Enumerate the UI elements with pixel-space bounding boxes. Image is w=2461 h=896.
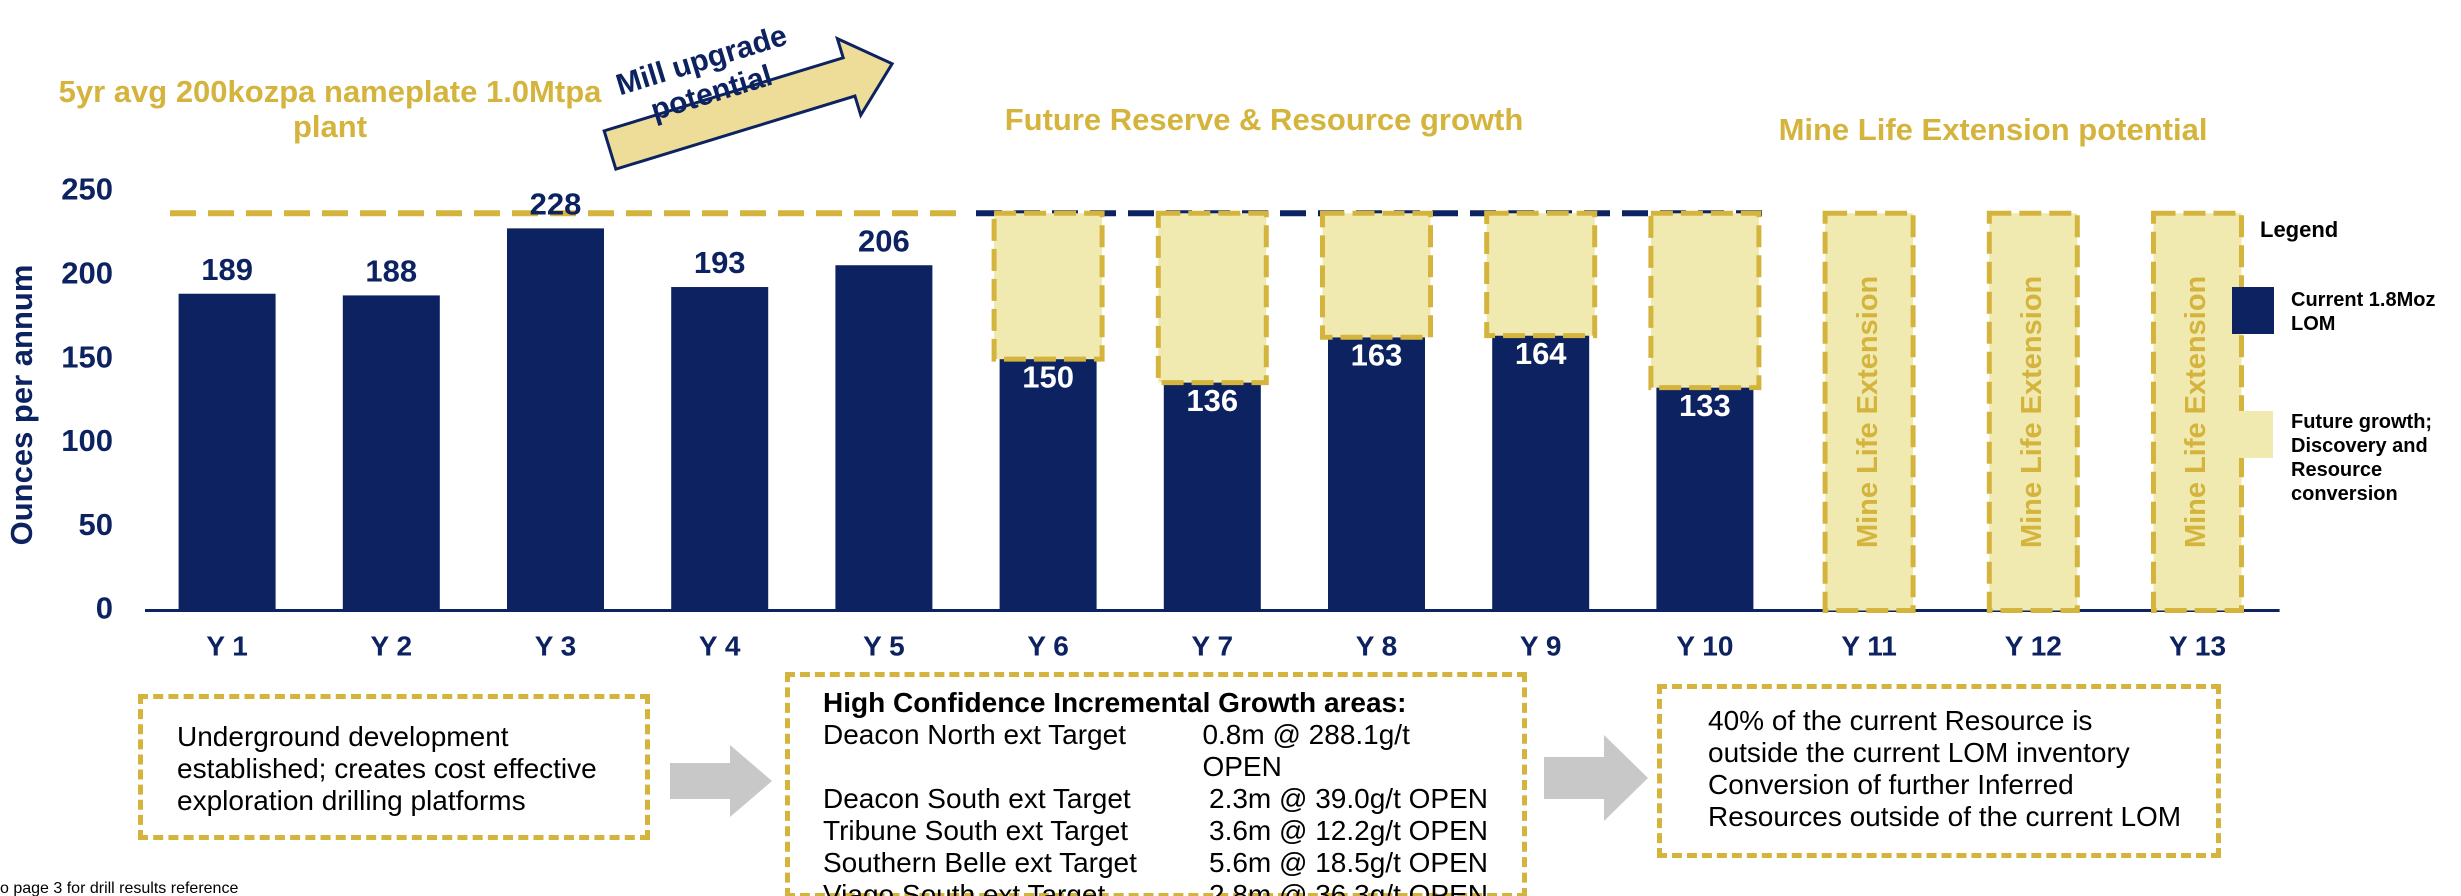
- bar: [671, 287, 769, 611]
- mine-life-annotation: Mine Life Extension potential: [1779, 112, 2208, 147]
- target-result: 0.8m @ 288.1g/t OPEN: [1202, 719, 1410, 782]
- target-name: Southern Belle ext Target: [823, 847, 1137, 878]
- x-tick-label: Y 6: [1027, 630, 1069, 661]
- x-tick-label: Y 12: [2005, 630, 2062, 661]
- target-result: 2.3m @ 39.0g/t OPEN: [1209, 783, 1488, 814]
- future-annotation: Future Reserve & Resource growth: [1005, 102, 1524, 137]
- growth-bar: [1648, 210, 1762, 391]
- bar: [835, 265, 933, 611]
- panel-line: Resources outside of the current LOM: [1708, 801, 2182, 832]
- data-label: 228: [530, 187, 582, 222]
- data-label: 188: [365, 254, 417, 289]
- legend-current: Current 1.8Moz LOM: [2291, 289, 2436, 335]
- bar: [1163, 382, 1261, 611]
- target-name: Deacon North ext Target: [823, 719, 1126, 750]
- middle-title: High Confidence Incremental Growth areas…: [823, 687, 1407, 718]
- target-result: 3.6m @ 12.2g/t OPEN: [1209, 815, 1488, 846]
- growth-bar: [1320, 210, 1433, 340]
- extension-label: Mine Life Extension: [2180, 276, 2212, 548]
- data-label: 193: [694, 245, 746, 280]
- bar: [507, 228, 604, 611]
- y-tick-label: 250: [61, 172, 113, 207]
- panel-line: outside the current LOM inventory: [1708, 737, 2130, 768]
- target-row: Deacon South ext Target 2.3m @ 39.0g/t OP…: [823, 783, 1492, 815]
- legend-future: Future growth; Discovery and Resource co…: [2291, 411, 2433, 505]
- arrow: [1544, 735, 1648, 821]
- x-tick-label: Y 2: [371, 630, 413, 661]
- data-label: 163: [1351, 337, 1403, 372]
- bar: [1656, 387, 1754, 611]
- growth-bar: [991, 210, 1105, 362]
- bar: [1492, 335, 1590, 611]
- y-tick-label: 100: [61, 423, 113, 458]
- growth-bar: [1484, 210, 1598, 339]
- panel-line: 40% of the current Resource is: [1708, 705, 2093, 736]
- target-row: Deacon North ext Target 0.8m @ 288.1g/t O…: [823, 719, 1492, 783]
- data-label: 136: [1186, 383, 1238, 418]
- left-panel: Underground development established; cre…: [138, 694, 650, 840]
- y-tick-label: 150: [61, 339, 113, 374]
- target-result: 5.6m @ 18.5g/t OPEN: [1209, 847, 1488, 878]
- extension-label: Mine Life Extension: [1852, 276, 1884, 548]
- nameplate-annotation: 5yr avg 200kozpa nameplate 1.0Mtpa plant: [59, 74, 603, 144]
- target-result: 2.8m @ 36.3g/t OPEN: [1209, 879, 1488, 896]
- x-tick-label: Y 7: [1192, 630, 1234, 661]
- legend-title: Legend: [2260, 217, 2338, 242]
- growth-bar: [1822, 210, 1916, 613]
- y-tick-label: 200: [61, 255, 113, 290]
- data-label: 133: [1679, 388, 1731, 423]
- arrow: [670, 745, 772, 817]
- x-tick-label: Y 1: [206, 630, 248, 661]
- target-name: Deacon South ext Target: [823, 783, 1131, 814]
- data-label: 164: [1515, 336, 1567, 371]
- bar: [1328, 337, 1425, 611]
- x-tick-label: Y 5: [863, 630, 905, 661]
- arrow-shape: [602, 35, 895, 171]
- growth-bar: [1986, 210, 2080, 613]
- legend-swatch: [2232, 287, 2274, 334]
- data-label: 189: [201, 252, 253, 287]
- x-tick-label: Y 11: [1841, 630, 1897, 661]
- target-row: Tribune South ext Target 3.6m @ 12.2g/t O…: [823, 815, 1492, 847]
- legend-swatch: [2229, 411, 2273, 458]
- extension-label: Mine Life Extension: [2016, 276, 2048, 548]
- y-axis-label: Ounces per annum: [4, 265, 39, 546]
- target-name: Viago South ext Target: [823, 879, 1106, 896]
- right-panel: 40% of the current Resource is outside th…: [1657, 684, 2221, 858]
- footnote: o page 3 for drill results reference: [0, 880, 239, 896]
- data-label: 206: [858, 223, 910, 258]
- middle-panel: High Confidence Incremental Growth areas…: [785, 672, 1527, 896]
- growth-bar: [2151, 210, 2244, 613]
- x-tick-label: Y 13: [2169, 630, 2226, 661]
- y-tick-label: 50: [79, 507, 113, 542]
- x-tick-label: Y 8: [1356, 630, 1398, 661]
- bar: [342, 295, 440, 611]
- target-row: Southern Belle ext Target 5.6m @ 18.5g/t …: [823, 847, 1492, 879]
- y-tick-label: 0: [96, 591, 113, 626]
- growth-bar: [1155, 210, 1269, 386]
- bar: [999, 359, 1097, 611]
- x-tick-label: Y 10: [1676, 630, 1733, 661]
- x-tick-label: Y 4: [699, 630, 741, 661]
- x-tick-label: Y 9: [1520, 630, 1562, 661]
- target-row: Viago South ext Target 2.8m @ 36.3g/t OPE…: [823, 879, 1492, 896]
- data-label: 150: [1022, 359, 1074, 394]
- panel-line: Conversion of further Inferred: [1708, 769, 2074, 800]
- mill-arrow: [602, 35, 895, 171]
- bar: [178, 293, 276, 611]
- target-name: Tribune South ext Target: [823, 815, 1129, 846]
- x-tick-label: Y 3: [535, 630, 577, 661]
